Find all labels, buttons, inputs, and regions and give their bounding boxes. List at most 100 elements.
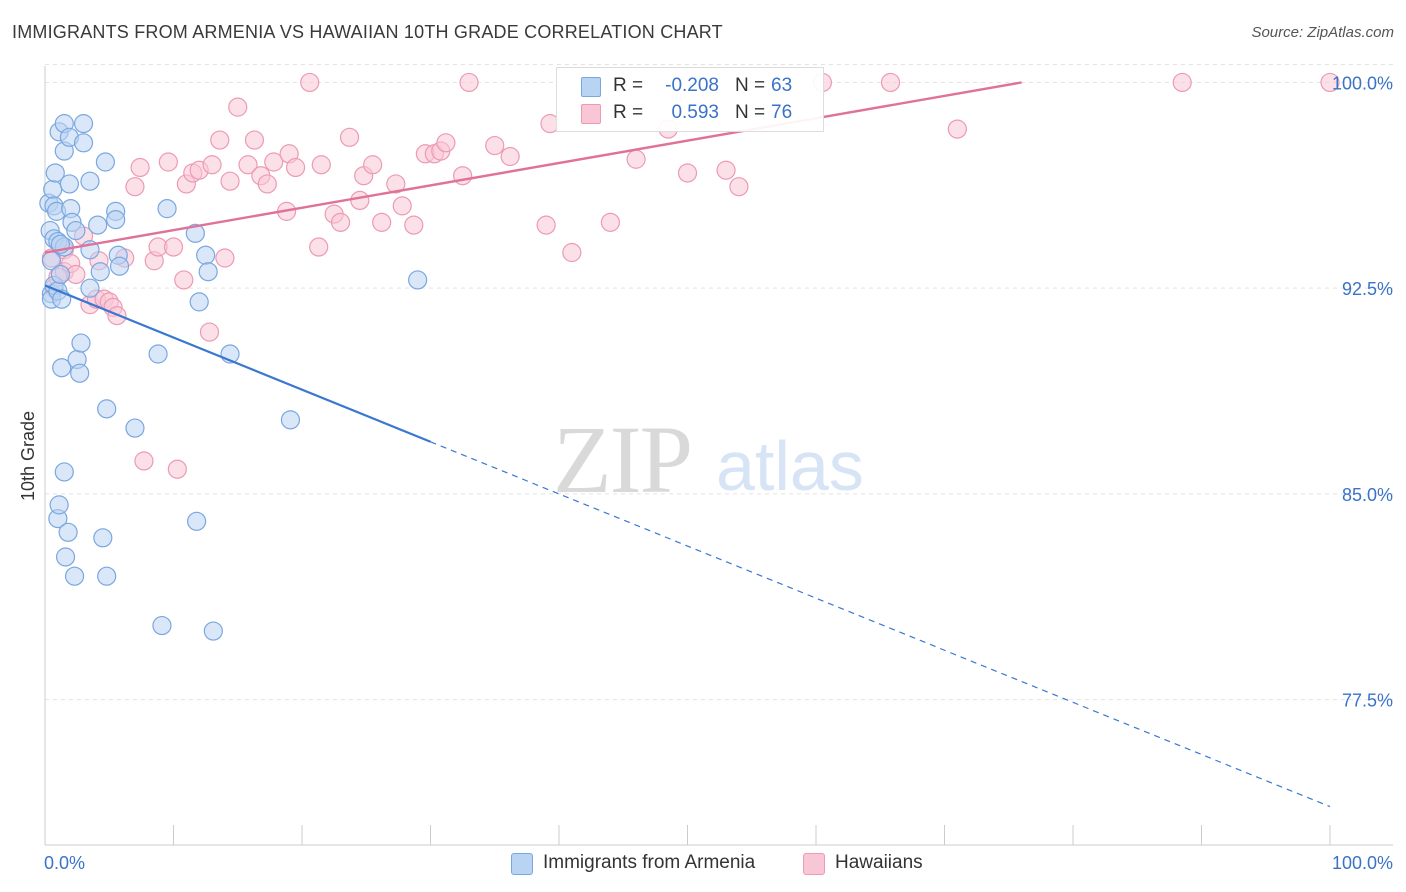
watermark-zip: ZIP (553, 406, 691, 513)
data-point (729, 177, 749, 197)
data-point (536, 215, 556, 235)
data-point (73, 133, 94, 153)
data-point (257, 174, 277, 194)
data-point (157, 199, 177, 219)
data-point (43, 179, 63, 200)
data-point (280, 410, 301, 430)
legend-r-value: -0.208 (665, 75, 719, 96)
data-point (339, 127, 360, 147)
data-point (93, 528, 113, 548)
trend-lines (44, 81, 1331, 808)
data-point (125, 418, 145, 438)
data-point (66, 220, 86, 241)
data-point (626, 149, 646, 169)
data-point (716, 160, 736, 180)
data-point (311, 155, 331, 175)
legend-row-armenia: R = -0.208 N = 63 (557, 74, 823, 100)
data-point (392, 196, 412, 216)
data-point (436, 133, 456, 153)
data-point (64, 566, 85, 586)
data-point (54, 462, 74, 482)
data-point (59, 174, 80, 194)
data-point (562, 242, 582, 263)
data-point (309, 237, 329, 257)
data-point (202, 155, 222, 175)
stats-legend: R = -0.208 N = 63 R = 0.593 N = 76 (556, 67, 824, 132)
data-point (73, 114, 94, 134)
data-point (185, 223, 205, 243)
data-point (97, 399, 117, 419)
data-point (1172, 72, 1192, 93)
tick-labels: 77.5% 85.0% 92.5% 100.0% 0.0% 100.0% (44, 73, 1393, 873)
data-point (88, 215, 108, 235)
data-point (55, 547, 76, 567)
chart-source: Source: ZipAtlas.com (1251, 24, 1394, 41)
data-point (228, 97, 248, 117)
data-point (459, 72, 479, 93)
bottom-legend-label: Immigrants from Armenia (543, 852, 756, 873)
trend-line-armenia-extension (430, 441, 1331, 808)
legend-n-value: 63 (771, 75, 793, 96)
data-point (330, 212, 351, 232)
data-point (90, 262, 110, 282)
data-point (106, 210, 126, 230)
data-point (198, 262, 218, 282)
watermark-atlas: atlas (716, 427, 864, 505)
data-point (386, 174, 406, 194)
legend-n-value: 76 (771, 102, 793, 123)
data-point (220, 171, 240, 191)
data-point (167, 459, 187, 479)
bottom-legend-label: Hawaiians (835, 852, 923, 873)
data-point (244, 130, 265, 150)
grid-layer (45, 63, 1393, 701)
data-point (363, 155, 383, 175)
trend-line-armenia (44, 284, 431, 443)
data-point (163, 237, 184, 257)
data-point (350, 190, 370, 211)
legend-n-label: N = (735, 102, 766, 123)
data-point (152, 615, 172, 636)
y-tick-label: 85.0% (1342, 485, 1393, 505)
data-point (189, 292, 209, 312)
data-point (372, 212, 392, 232)
data-point (49, 495, 69, 515)
data-point (1320, 72, 1340, 93)
data-point (71, 333, 91, 353)
legend-swatch-pink (581, 104, 601, 124)
data-point (125, 177, 145, 197)
data-point (45, 163, 65, 183)
data-point (196, 245, 216, 265)
watermark: ZIP atlas (553, 406, 864, 513)
bottom-legend-swatch-pink (803, 853, 825, 875)
data-point (404, 215, 424, 235)
data-point (174, 270, 194, 290)
x-tick-label: 100.0% (1332, 853, 1393, 873)
data-point (80, 171, 100, 191)
legend-swatch-blue (581, 77, 601, 97)
data-point (264, 152, 284, 172)
data-point (947, 119, 967, 139)
y-tick-label: 77.5% (1342, 691, 1393, 711)
data-point (199, 322, 220, 342)
legend-r-label: R = (613, 75, 644, 96)
chart-title: IMMIGRANTS FROM ARMENIA VS HAWAIIAN 10TH… (12, 22, 723, 42)
data-point (215, 248, 235, 268)
data-point (238, 155, 258, 175)
legend-n-label: N = (735, 75, 766, 96)
trend-line-hawaiians (44, 81, 1022, 254)
data-point (95, 152, 115, 172)
series-armenia (39, 114, 428, 641)
data-point (158, 152, 178, 172)
data-point (408, 270, 428, 290)
y-tick-label: 100.0% (1332, 73, 1393, 93)
x-tick-label: 0.0% (44, 853, 85, 873)
legend-row-hawaiians: R = 0.593 N = 76 (557, 101, 823, 127)
data-point (52, 358, 72, 378)
data-point (130, 157, 150, 178)
data-point (134, 451, 154, 471)
data-point (600, 212, 621, 232)
legend-r-label: R = (613, 102, 644, 123)
data-point (500, 146, 520, 167)
data-point (70, 363, 90, 383)
